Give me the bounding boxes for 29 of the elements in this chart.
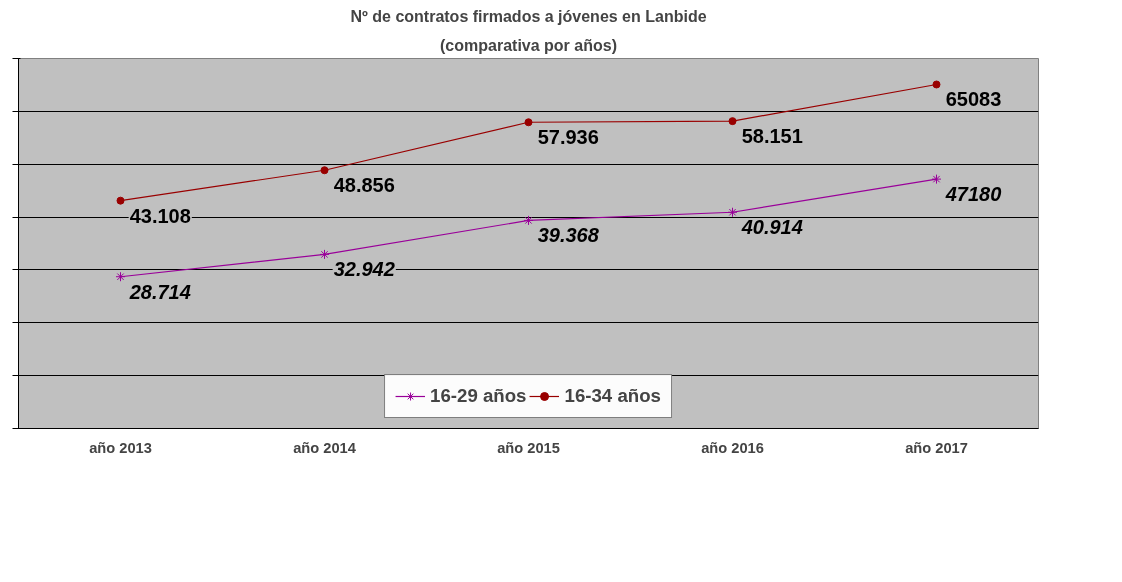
point (524, 118, 533, 127)
data-label: 65083 (945, 88, 1002, 111)
data-label: 58.151 (741, 125, 803, 148)
data-label: 28.714 (128, 280, 191, 303)
data-label: 48.856 (333, 174, 395, 197)
point (320, 166, 329, 175)
data-label: 57.936 (537, 126, 599, 149)
point (727, 207, 738, 218)
data-label: 39.368 (537, 224, 600, 247)
x-tick-label: año 2013 (89, 439, 152, 456)
point (319, 249, 330, 260)
legend-label: 16-34 años (564, 385, 661, 407)
point (931, 174, 942, 185)
x-tick-label: año 2014 (293, 439, 357, 456)
chart-title: Nº de contratos firmados a jóvenes en Lanbide (350, 7, 707, 25)
data-label: 43.108 (129, 204, 191, 227)
data-label: 47180 (944, 183, 1002, 206)
point (116, 196, 125, 205)
x-tick-label: año 2017 (905, 439, 968, 456)
data-label: 40.914 (740, 216, 803, 239)
chart-subtitle: (comparativa por años) (440, 36, 617, 54)
point (523, 215, 534, 226)
x-tick-label: año 2016 (701, 439, 764, 456)
legend-label: 16-29 años (430, 385, 527, 407)
x-tick-label: año 2015 (497, 439, 560, 456)
data-label: 32.942 (333, 258, 395, 281)
point (932, 80, 941, 89)
point (115, 271, 126, 282)
point (728, 117, 737, 126)
